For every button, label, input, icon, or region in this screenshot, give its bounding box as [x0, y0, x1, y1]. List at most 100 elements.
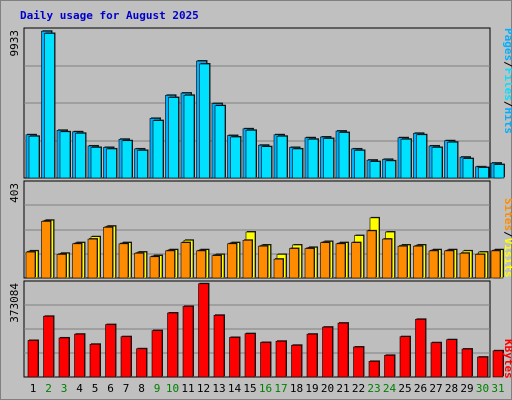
files-bar: [90, 147, 102, 179]
files-bar: [292, 148, 303, 179]
kbytes-bar: [229, 337, 240, 378]
x-tick-label: 20: [321, 382, 334, 395]
kbytes-bar: [399, 336, 411, 378]
chart-title: Daily usage for August 2025: [20, 9, 199, 22]
x-tick-label: 8: [138, 382, 145, 395]
kbytes-bar: [58, 337, 70, 378]
files-bar: [431, 147, 443, 179]
kbytes-bar: [446, 339, 457, 378]
kbytes-bar: [136, 348, 147, 378]
sites-bar: [196, 250, 206, 279]
legend-pages: Pages: [502, 28, 512, 61]
sites-bar: [428, 250, 439, 279]
sites-bar: [103, 227, 113, 279]
files-bar: [416, 134, 427, 179]
files-bar: [168, 97, 179, 179]
files-bar: [199, 63, 210, 179]
files-bar: [447, 141, 458, 179]
kbytes-bar: [306, 333, 318, 378]
x-tick-label: 13: [212, 382, 225, 395]
sites-bar: [149, 256, 160, 279]
legend-kbytes: KBytes: [502, 339, 512, 379]
sites-bar: [25, 251, 36, 279]
kbytes-bar: [27, 340, 39, 378]
sites-bar: [382, 238, 392, 279]
kbytes-bar: [430, 342, 442, 378]
kbytes-bar: [368, 361, 380, 378]
legend-sites: Sites: [502, 198, 512, 231]
files-bar: [276, 135, 288, 179]
legend-separator: /: [502, 61, 512, 68]
kbytes-bar: [74, 333, 85, 378]
sites-bar: [273, 258, 284, 279]
sites-bar: [320, 242, 330, 279]
kbytes-bar: [337, 322, 349, 378]
kbytes-bar: [43, 315, 54, 378]
x-tick-label: 25: [398, 382, 411, 395]
x-tick-label: 11: [181, 382, 194, 395]
kbytes-bar: [353, 346, 364, 378]
files-bar: [44, 33, 55, 179]
kbytes-bar: [492, 350, 504, 378]
sites-bar: [351, 242, 361, 279]
y-max-label: 403: [8, 183, 21, 203]
files-bar: [230, 136, 241, 179]
x-tick-label: 7: [123, 382, 130, 395]
sites-bar: [413, 245, 423, 279]
legend-files: Files: [502, 68, 512, 101]
kbytes-bar: [322, 326, 333, 378]
x-tick-label: 10: [166, 382, 179, 395]
x-tick-label: 4: [76, 382, 83, 395]
y-max-label: 9933: [8, 30, 21, 57]
legend-separator: /: [502, 101, 512, 108]
legend-kbytes: KBytes: [502, 339, 512, 379]
sites-bar: [87, 238, 98, 279]
x-tick-label: 29: [460, 382, 473, 395]
x-tick-label: 24: [383, 382, 397, 395]
sites-bar: [335, 243, 346, 279]
sites-bar: [41, 221, 51, 279]
x-tick-label: 23: [367, 382, 380, 395]
kbytes-bar: [415, 319, 426, 378]
x-tick-label: 3: [61, 382, 68, 395]
files-bar: [261, 146, 272, 179]
files-bar: [369, 161, 381, 179]
x-tick-label: 15: [243, 382, 256, 395]
legend-pages-files-hits: Pages/Files/Hits: [502, 28, 512, 134]
kbytes-bar: [244, 333, 256, 378]
x-tick-label: 18: [290, 382, 303, 395]
files-bar: [214, 105, 226, 179]
x-tick-label: 21: [336, 382, 349, 395]
kbytes-bar: [260, 342, 271, 378]
legend-separator: /: [502, 231, 512, 238]
files-bar: [137, 150, 148, 179]
x-tick-label: 2: [45, 382, 52, 395]
sites-bar: [304, 248, 315, 279]
sites-bar: [180, 242, 191, 279]
files-bar: [28, 135, 40, 179]
kbytes-bar: [291, 344, 302, 378]
x-tick-label: 17: [274, 382, 287, 395]
sites-bar: [366, 230, 377, 279]
sites-bar: [165, 250, 175, 279]
x-tick-label: 12: [197, 382, 210, 395]
sites-bar: [72, 243, 82, 279]
x-tick-label: 30: [476, 382, 489, 395]
files-bar: [245, 130, 257, 179]
kbytes-bar: [89, 343, 101, 378]
sites-bar: [289, 248, 299, 279]
x-tick-label: 14: [228, 382, 242, 395]
files-bar: [493, 164, 505, 179]
files-bar: [323, 138, 334, 179]
kbytes-bar: [151, 330, 163, 378]
y-max-label: 373084: [8, 283, 21, 323]
x-tick-label: 31: [491, 382, 504, 395]
sites-bar: [258, 245, 268, 279]
kbytes-bar: [213, 314, 225, 378]
sites-bar: [211, 255, 222, 279]
sites-bar: [490, 250, 501, 279]
sites-bar: [56, 254, 67, 279]
kbytes-bar: [461, 348, 473, 378]
kbytes-bar: [167, 312, 178, 378]
